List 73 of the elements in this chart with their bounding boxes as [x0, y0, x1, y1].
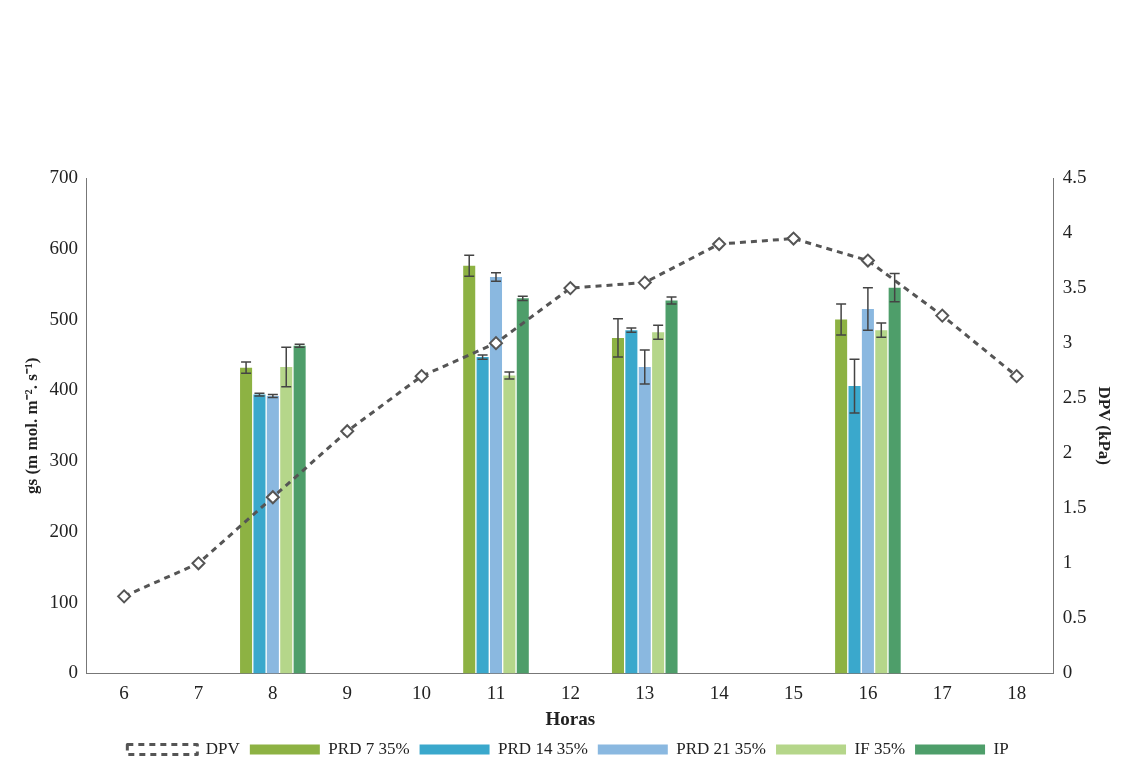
point: [860, 253, 875, 268]
y-tick-label: 700: [49, 165, 78, 187]
legend-label: PRD 7 35%: [328, 738, 410, 758]
y2-tick-label: 1.5: [1062, 496, 1087, 518]
y2-tick-label: 1: [1062, 551, 1073, 573]
bar: [861, 308, 874, 674]
point: [191, 556, 206, 571]
x-tick-label: 9: [342, 681, 352, 703]
x-tick-label: 8: [268, 681, 278, 703]
bar: [835, 319, 848, 674]
x-tick-label: 12: [560, 681, 580, 703]
y2-tick-label: 0.5: [1062, 606, 1087, 628]
y-tick-label: 400: [49, 378, 78, 400]
y-tick-label: 0: [68, 661, 78, 683]
y-tick-label: 200: [49, 519, 78, 541]
y2-tick-label: 0: [1062, 661, 1073, 683]
x-tick-label: 17: [932, 681, 952, 703]
y2-tick-label: 4.5: [1062, 165, 1087, 187]
bar: [888, 287, 901, 674]
bar: [875, 330, 888, 674]
bar: [476, 357, 489, 674]
bar: [489, 277, 503, 674]
point: [712, 237, 727, 252]
legend-label: PRD 14 35%: [498, 738, 588, 758]
bar: [253, 394, 266, 674]
y2-tick-label: 3.5: [1062, 276, 1087, 298]
point: [786, 231, 801, 246]
bar: [625, 330, 638, 674]
point: [340, 424, 355, 439]
bar: [665, 300, 678, 674]
x-tick-label: 14: [709, 681, 730, 703]
y-tick-label: 600: [49, 236, 78, 258]
point: [1009, 369, 1024, 384]
bar: [266, 395, 279, 674]
x-tick-label: 6: [119, 681, 129, 703]
y2-tick-label: 2: [1062, 441, 1073, 463]
x-tick-label: 13: [635, 681, 655, 703]
y-tick-label: 300: [49, 449, 78, 471]
point: [488, 336, 503, 351]
bar: [463, 265, 476, 674]
x-axis-title: Horas: [545, 707, 596, 729]
bar: [240, 367, 253, 674]
y2-axis-title: DPV (kPa): [1095, 386, 1115, 465]
point: [637, 275, 652, 290]
bar: [503, 375, 516, 674]
bar: [638, 366, 651, 674]
point: [265, 490, 280, 505]
x-tick-label: 18: [1007, 681, 1027, 703]
point: [414, 369, 429, 384]
x-tick-label: 10: [412, 681, 432, 703]
bar: [280, 366, 293, 674]
legend-label: PRD 21 35%: [676, 738, 767, 758]
y-axis-title: gs (m mol. m⁻². s⁻¹): [21, 357, 41, 494]
x-tick-label: 11: [486, 681, 506, 703]
legend-label: IP: [993, 738, 1009, 758]
y2-tick-label: 2.5: [1062, 386, 1087, 408]
bar: [516, 298, 529, 674]
y-tick-label: 100: [49, 590, 78, 612]
bar: [293, 345, 306, 674]
point: [563, 281, 578, 296]
y-tick-label: 500: [49, 307, 78, 329]
y2-tick-label: 4: [1062, 221, 1073, 243]
point: [117, 589, 132, 604]
legend-label: IF 35%: [854, 738, 906, 758]
x-tick-label: 15: [784, 681, 804, 703]
bar: [652, 332, 665, 674]
bar: [848, 386, 861, 674]
y2-tick-label: 3: [1062, 331, 1073, 353]
x-tick-label: 16: [858, 681, 878, 703]
x-tick-label: 7: [193, 681, 204, 703]
legend-label: DPV: [205, 738, 241, 758]
point: [935, 308, 950, 323]
bar: [611, 337, 624, 674]
